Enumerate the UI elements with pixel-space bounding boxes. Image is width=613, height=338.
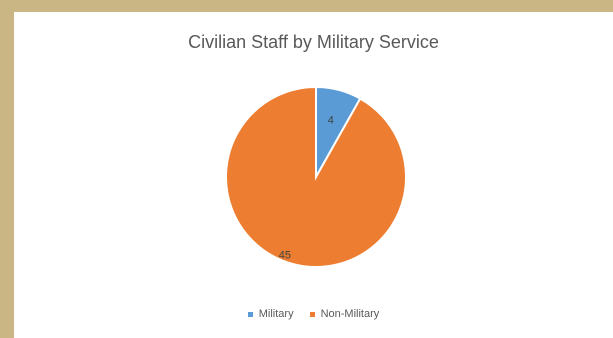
data-label-non-military: 45 — [279, 250, 291, 262]
chart-panel: Civilian Staff by Military Service 4 45 M… — [14, 12, 613, 338]
pie-slice-non-military — [225, 85, 407, 268]
legend-swatch-non-military — [309, 311, 315, 317]
legend-item-military: Military — [247, 308, 294, 320]
pie-chart: 4 45 — [225, 85, 407, 268]
data-label-military: 4 — [328, 114, 334, 126]
legend-swatch-military — [247, 311, 253, 317]
chart-legend: Military Non-Military — [14, 308, 613, 320]
chart-title: Civilian Staff by Military Service — [188, 32, 439, 52]
legend-label-military: Military — [258, 308, 294, 320]
legend-item-non-military: Non-Military — [309, 308, 380, 320]
legend-label-non-military: Non-Military — [320, 308, 380, 320]
